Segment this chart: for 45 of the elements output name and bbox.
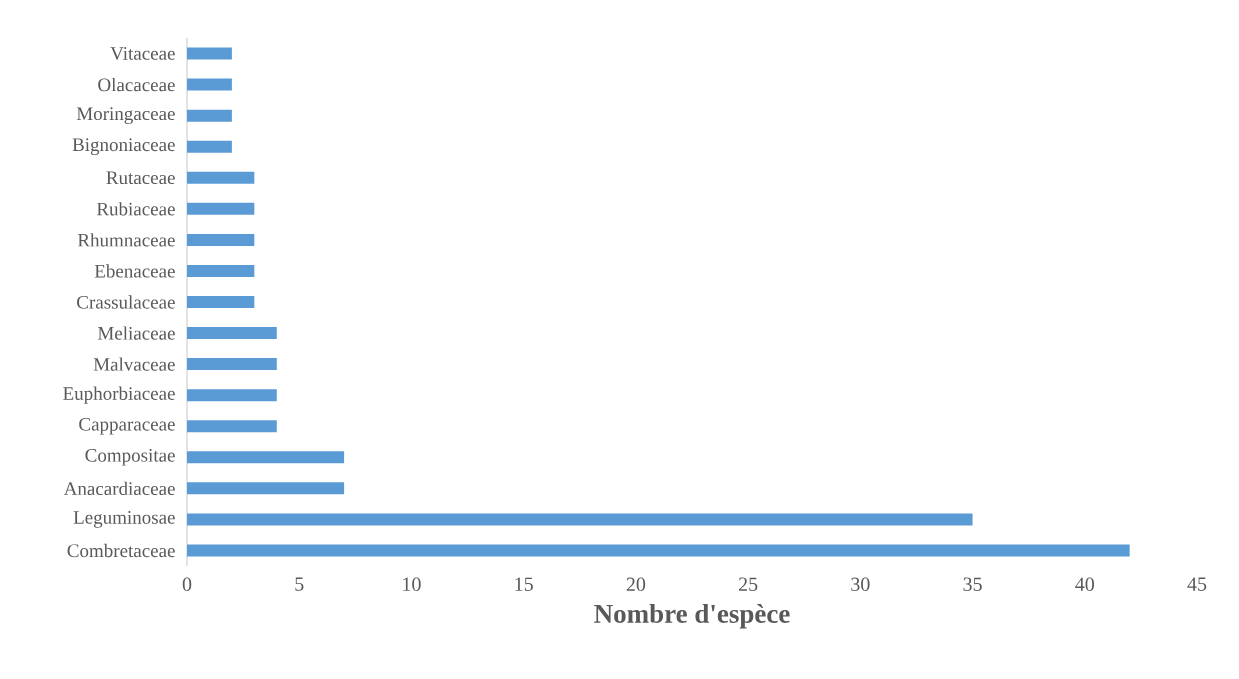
- y-tick-label: Rubiaceae: [96, 202, 175, 216]
- bar: [187, 451, 345, 464]
- y-tick-label: Rhumnaceae: [77, 233, 175, 247]
- y-tick-label: Olacaceae: [98, 77, 175, 92]
- x-tick-label: 10: [403, 577, 421, 592]
- bar: [187, 78, 232, 91]
- bar: [187, 171, 255, 184]
- y-tick-label: Moringaceae: [76, 107, 175, 124]
- y-tick-label: Malvaceae: [93, 357, 175, 371]
- bar: [187, 233, 255, 246]
- x-axis-title: Nombre d'espèce: [594, 603, 790, 629]
- x-tick-label: 25: [738, 577, 758, 591]
- bar: [187, 295, 255, 308]
- x-tick-label: 0: [182, 577, 192, 592]
- bar: [187, 389, 277, 402]
- x-tick-label: 40: [1075, 577, 1095, 592]
- bar: [187, 109, 232, 122]
- bar: [187, 544, 1130, 557]
- y-tick-label: Vitaceae: [110, 47, 175, 60]
- y-tick-label: Ebenaceae: [94, 264, 175, 278]
- x-tick-label: 15: [515, 577, 533, 591]
- bar: [187, 327, 277, 340]
- y-tick-label: Combretaceae: [67, 543, 175, 558]
- x-tick-label: 45: [1187, 577, 1207, 591]
- y-tick-label: Leguminosae: [73, 511, 175, 528]
- y-tick-label: Euphorbiaceae: [63, 386, 175, 404]
- y-tick-label: Anacardiaceae: [63, 481, 175, 496]
- bar: [187, 47, 232, 60]
- x-tick-label: 20: [626, 577, 646, 592]
- bar: [187, 264, 255, 277]
- y-tick-label: Capparaceae: [79, 417, 175, 435]
- x-tick-label: 5: [295, 577, 304, 591]
- y-tick-label: Crassulaceae: [77, 295, 175, 309]
- bar: [187, 140, 232, 153]
- y-tick-label: Rutaceae: [106, 171, 175, 185]
- bar: [187, 420, 277, 433]
- x-tick-label: 30: [851, 577, 870, 592]
- y-tick-label: Compositae: [85, 448, 175, 466]
- y-tick-label: Meliaceae: [97, 326, 175, 340]
- y-tick-label: Bignoniaceae: [72, 138, 175, 156]
- bar: [187, 358, 277, 371]
- bar: [187, 202, 255, 215]
- x-tick-label: 35: [963, 577, 982, 591]
- bar: [187, 482, 345, 495]
- bar: [187, 513, 973, 526]
